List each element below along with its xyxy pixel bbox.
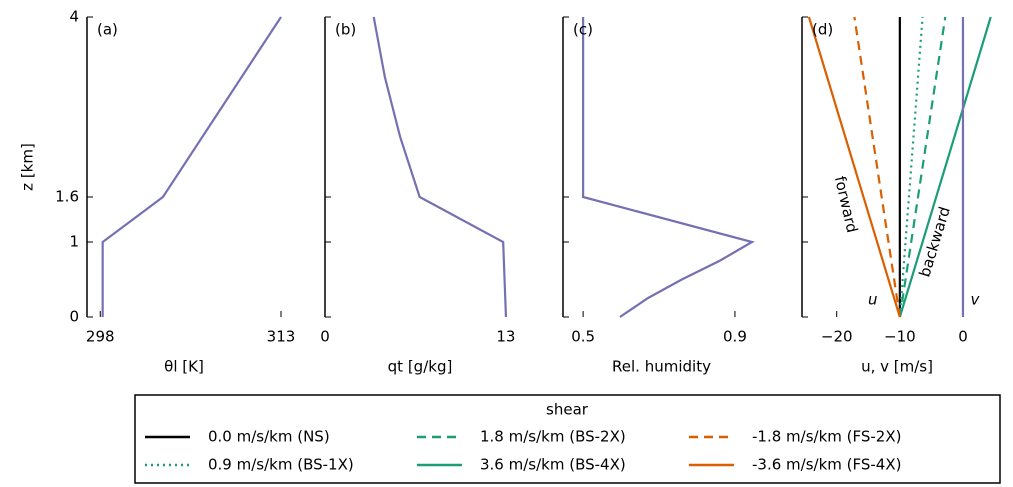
legend-label: 0.9 m/s/km (BS-1X) (208, 456, 354, 474)
x-axis-label: qt [g/kg] (388, 358, 453, 376)
x-axis-label: Rel. humidity (612, 358, 711, 376)
profile-line (582, 17, 755, 318)
x-tick-label: 0.5 (571, 328, 595, 346)
x-tick-label: 298 (86, 328, 115, 346)
x-tick-label: 313 (267, 328, 296, 346)
x-tick-label: 0 (958, 328, 968, 346)
legend-label: 3.6 m/s/km (BS-4X) (480, 456, 626, 474)
profile-line (372, 16, 508, 318)
annotation: u (868, 290, 878, 308)
profile-line (898, 16, 924, 318)
legend-label: 1.8 m/s/km (BS-2X) (480, 428, 626, 446)
x-tick-label: 0.9 (723, 328, 747, 346)
x-tick-label: −20 (821, 328, 853, 346)
panel-label: (a) (97, 21, 118, 39)
y-tick-label: 0 (69, 308, 79, 326)
x-tick-label: 0 (320, 328, 330, 346)
x-axis-label: u, v [m/s] (861, 358, 933, 376)
annotation: v (971, 290, 981, 308)
legend-label: 0.0 m/s/km (NS) (208, 428, 330, 446)
y-tick-label: 1 (69, 233, 79, 251)
x-tick-label: −10 (884, 328, 916, 346)
legend-label: -3.6 m/s/km (FS-4X) (752, 456, 901, 474)
profile-line (101, 16, 282, 317)
y-tick-label: 1.6 (55, 188, 79, 206)
legend-title: shear (546, 401, 589, 419)
y-tick-label: 4 (69, 8, 79, 26)
legend-box (134, 394, 1001, 484)
profile-line (898, 16, 992, 318)
profile-line (898, 16, 947, 318)
annotation: backward (915, 205, 953, 280)
panel-label: (b) (335, 21, 356, 39)
annotation: forward (831, 174, 861, 234)
panel-label: (c) (573, 21, 593, 39)
profile-line (853, 16, 901, 318)
profile-line (807, 16, 901, 318)
x-axis-label: θl [K] (164, 358, 204, 376)
y-axis-label: z [km] (19, 143, 37, 191)
panel-label: (d) (812, 21, 833, 39)
x-tick-label: 13 (496, 328, 515, 346)
legend-label: -1.8 m/s/km (FS-2X) (752, 428, 901, 446)
